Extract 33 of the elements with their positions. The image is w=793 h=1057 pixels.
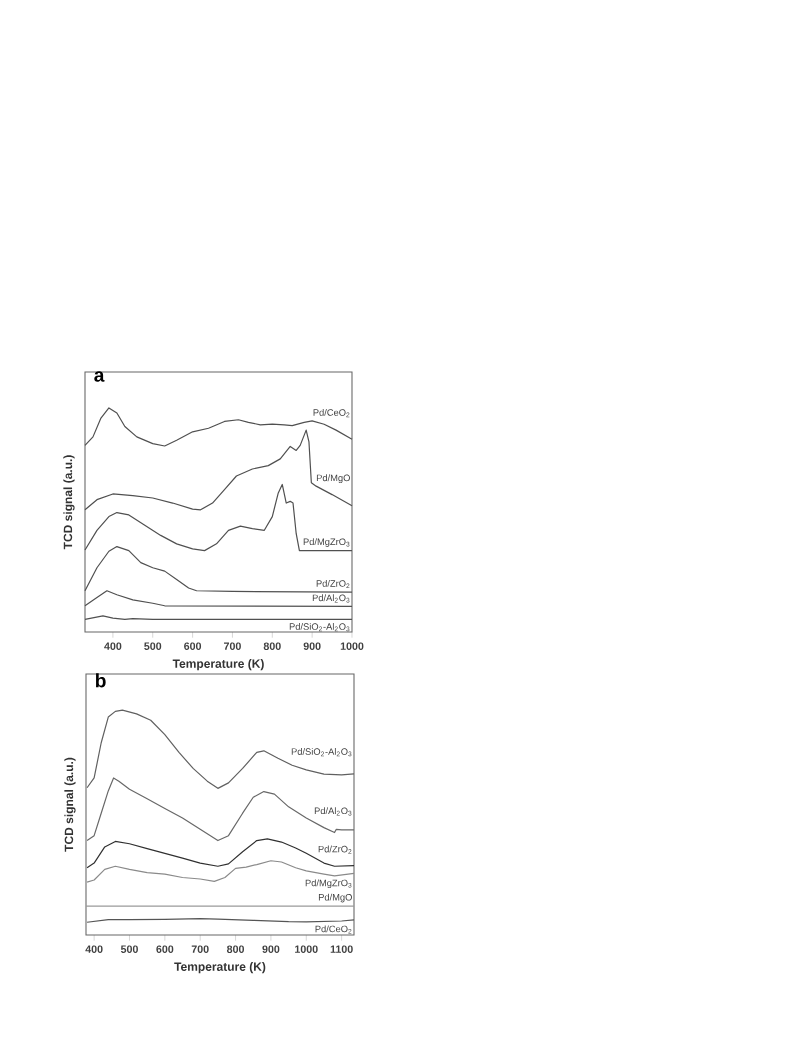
x-tick-label: 700 xyxy=(224,642,241,650)
x-tick-label: 800 xyxy=(226,945,245,953)
series-label: Pd/MgZrO$_{3}$ xyxy=(305,879,352,889)
series-label: Pd/SiO$_{2}$-Al$_{2}$O$_{3}$ xyxy=(289,623,350,632)
x-tick-label: 500 xyxy=(144,642,162,650)
series-label: Pd/ZrO$_{2}$ xyxy=(318,845,352,854)
x-tick-label: 900 xyxy=(262,945,280,953)
x-tick-label: 1000 xyxy=(295,945,318,953)
series-label: Pd/MgO xyxy=(316,474,350,484)
series-label: Pd/Al$_{2}$O$_{3}$ xyxy=(312,594,350,603)
x-tick-label: 400 xyxy=(85,945,103,953)
x-axis-title: Temperature (K) xyxy=(172,659,264,671)
chart-title: b xyxy=(96,673,106,688)
series-label: Pd/Al$_{2}$O$_{3}$ xyxy=(314,807,352,816)
x-tick-label: 600 xyxy=(156,945,174,953)
series-label: Pd/MgZrO$_{3}$ xyxy=(303,538,350,547)
chart-title: a xyxy=(94,371,105,382)
y-axis-title: TCD signal (a.u.) xyxy=(64,757,76,852)
x-tick-label: 500 xyxy=(120,945,138,953)
series-label: Pd/CeO$_{2}$ xyxy=(313,408,350,418)
x-tick-label: 400 xyxy=(104,642,122,650)
x-tick-label: 600 xyxy=(184,642,202,650)
x-tick-label: 1000 xyxy=(340,642,364,650)
series-label: Pd/CeO$_{2}$ xyxy=(315,925,352,934)
series-label: Pd/SiO$_{2}$-Al$_{2}$O$_{3}$ xyxy=(291,748,352,757)
x-tick-label: 900 xyxy=(303,642,321,650)
x-tick-label: 700 xyxy=(191,945,209,953)
series-label: Pd/ZrO$_{2}$ xyxy=(316,579,350,589)
y-axis-title: TCD signal (a.u.) xyxy=(63,455,75,550)
series-label: Pd/MgO xyxy=(318,893,352,903)
x-tick-label: 1100 xyxy=(330,945,353,953)
x-tick-label: 800 xyxy=(263,642,281,650)
x-axis-title: Temperature (K) xyxy=(174,962,266,974)
